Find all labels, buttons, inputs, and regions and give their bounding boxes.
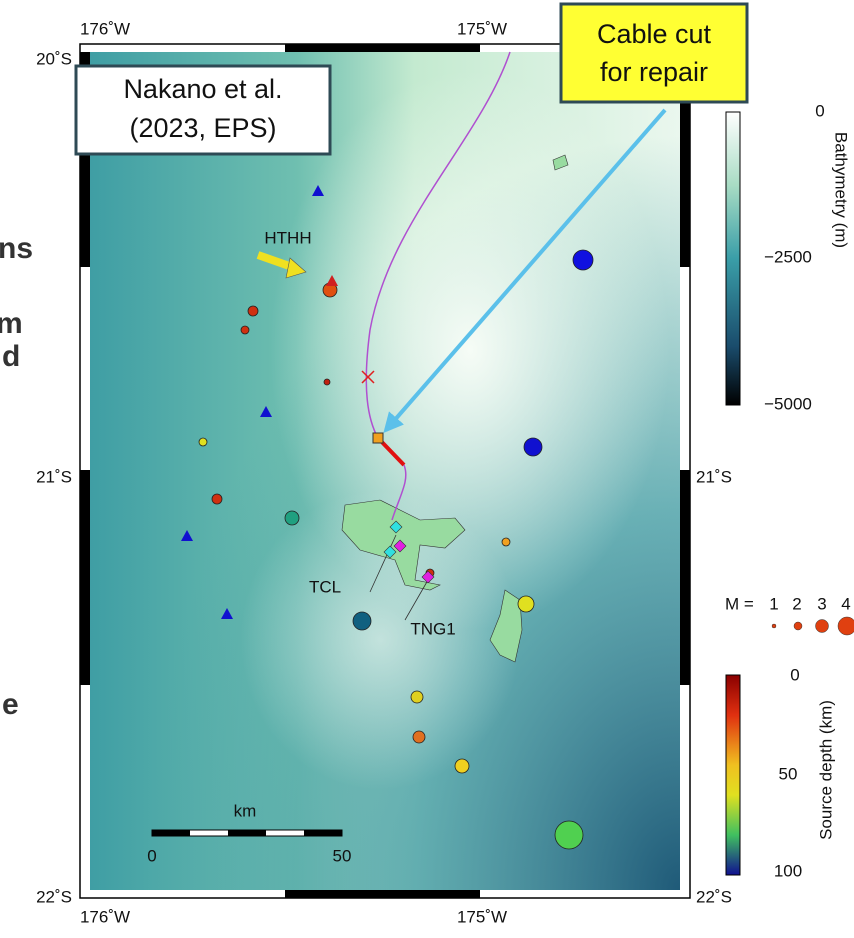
colorbar-label: 0	[790, 665, 799, 684]
cropped-text: e	[2, 688, 19, 721]
cropped-text: m	[0, 307, 23, 340]
citation: (2023, EPS)	[129, 113, 276, 143]
earthquake	[502, 538, 510, 546]
magnitude-legend: M =	[725, 594, 754, 613]
callout: Cable cut	[597, 19, 712, 49]
magnitude-symbol	[794, 622, 802, 630]
earthquake	[573, 250, 593, 270]
colorbar-label: 0	[815, 101, 824, 120]
earthquake	[199, 438, 207, 446]
depth-colorbar	[726, 675, 740, 875]
lat-label: 21˚S	[36, 467, 72, 486]
place-label: HTHH	[264, 228, 311, 247]
earthquake	[555, 821, 583, 849]
lat-label: 22˚S	[696, 887, 732, 906]
magnitude-label: 2	[792, 594, 801, 613]
cropped-text: d	[2, 340, 20, 373]
earthquake	[285, 511, 299, 525]
place-label: TCL	[309, 577, 341, 596]
lat-label: 21˚S	[696, 467, 732, 486]
colorbar-label: 50	[779, 764, 798, 783]
page: {"map":{"lon_labels_top":["176˚W","175˚W…	[0, 0, 854, 938]
earthquake	[524, 438, 542, 456]
colorbar-title: Source depth (km)	[816, 700, 835, 840]
citation: Nakano et al.	[123, 74, 282, 104]
colorbar-label: −2500	[764, 247, 812, 266]
earthquake	[518, 596, 534, 612]
lat-label: 22˚S	[36, 887, 72, 906]
magnitude-label: 4	[841, 594, 850, 613]
colorbar-label: 100	[774, 861, 802, 880]
lon-label: 176˚W	[80, 19, 130, 38]
lon-label: 175˚W	[457, 19, 507, 38]
place-label: TNG1	[410, 619, 455, 638]
scale-label: 0	[147, 846, 156, 865]
scale-bar	[304, 830, 342, 836]
earthquake	[455, 759, 469, 773]
map-figure: HTHH TCL TNG1 km 0 50 176˚W 175˚W 176˚W …	[0, 0, 854, 933]
bathymetry-colorbar	[726, 112, 740, 405]
earthquake	[248, 306, 258, 316]
colorbar-title: Bathymetry (m)	[832, 132, 851, 248]
scale-bar	[228, 830, 266, 836]
earthquake	[241, 326, 249, 334]
scale-unit: km	[234, 801, 257, 820]
cropped-text: ns	[0, 232, 33, 265]
earthquake	[413, 731, 425, 743]
earthquake	[324, 379, 330, 385]
scale-bar	[152, 830, 190, 836]
lon-label: 176˚W	[80, 907, 130, 926]
cut-point	[373, 433, 383, 443]
earthquake	[411, 691, 423, 703]
magnitude-symbol	[838, 617, 854, 635]
earthquake	[212, 494, 222, 504]
magnitude-symbol	[772, 624, 776, 628]
earthquake	[353, 612, 371, 630]
scale-label: 50	[333, 846, 352, 865]
callout: for repair	[600, 57, 708, 87]
lat-label: 20˚S	[36, 49, 72, 68]
lon-label: 175˚W	[457, 907, 507, 926]
magnitude-symbol	[816, 620, 829, 633]
magnitude-label: 3	[817, 594, 826, 613]
magnitude-label: 1	[769, 594, 778, 613]
colorbar-label: −5000	[764, 394, 812, 413]
